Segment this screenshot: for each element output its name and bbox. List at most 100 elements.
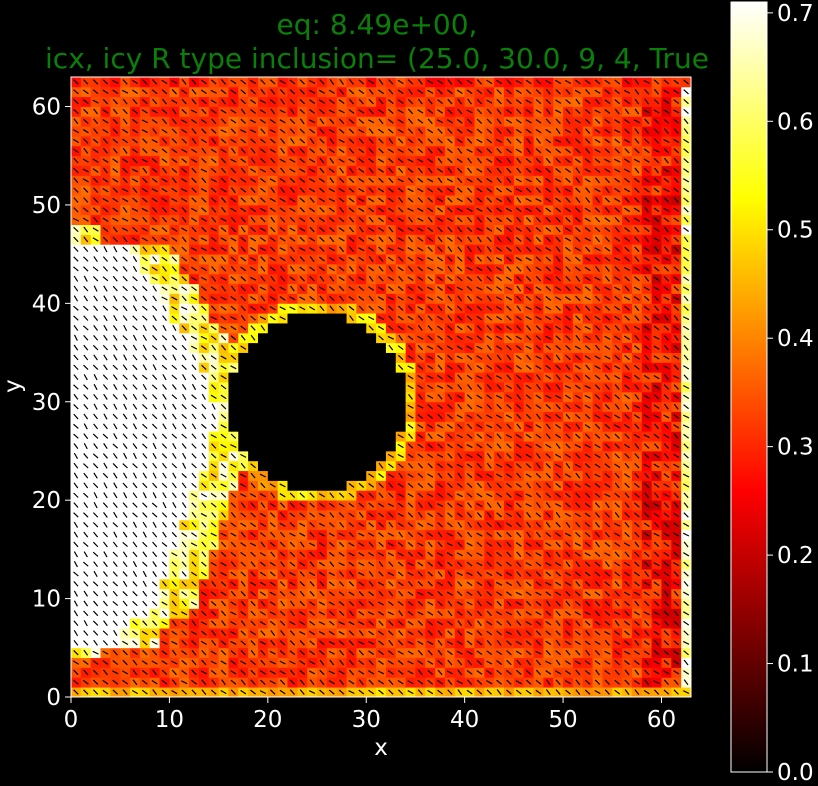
vector-glyph: [299, 590, 305, 597]
vector-glyph: [397, 620, 404, 626]
vector-glyph: [574, 630, 581, 636]
vector-glyph: [171, 581, 177, 587]
vector-glyph: [427, 660, 434, 665]
heatmap-cell: [385, 401, 397, 412]
vector-glyph: [171, 649, 177, 656]
vector-glyph: [132, 590, 138, 597]
heatmap-cell: [376, 421, 387, 432]
vector-glyph: [220, 610, 227, 617]
heatmap-cell: [307, 460, 318, 472]
vector-glyph: [190, 631, 198, 636]
vector-glyph: [476, 541, 483, 548]
vector-glyph: [181, 541, 187, 548]
vector-glyph: [151, 611, 158, 616]
vector-glyph: [191, 669, 197, 676]
vector-glyph: [220, 562, 227, 567]
vector-glyph: [113, 630, 118, 637]
vector-glyph: [250, 630, 257, 636]
heatmap-cell: [395, 372, 406, 383]
vector-glyph: [594, 600, 601, 607]
vector-glyph: [555, 639, 561, 646]
heatmap-cell: [248, 401, 259, 412]
vector-glyph: [368, 571, 374, 577]
heatmap-cell: [317, 332, 328, 344]
vector-glyph: [368, 611, 375, 616]
vector-glyph: [388, 679, 394, 686]
vector-glyph: [407, 630, 414, 636]
vector-glyph: [142, 580, 147, 587]
heatmap-cell: [356, 391, 367, 403]
vector-glyph: [161, 551, 168, 558]
vector-glyph: [476, 630, 483, 636]
heatmap-cell: [277, 391, 288, 403]
heatmap-cell: [336, 441, 347, 452]
vector-glyph: [604, 660, 611, 665]
vector-glyph: [623, 561, 631, 567]
vector-glyph: [122, 551, 128, 558]
vector-glyph: [201, 689, 207, 695]
vector-glyph: [437, 610, 443, 617]
vector-glyph: [397, 601, 404, 606]
vector-glyph: [201, 610, 207, 617]
heatmap-cell: [287, 480, 298, 491]
vector-glyph: [132, 561, 138, 568]
vector-glyph: [506, 669, 512, 675]
vector-glyph: [446, 670, 454, 675]
vector-glyph: [515, 542, 522, 547]
vector-glyph: [289, 621, 296, 626]
vector-glyph: [289, 660, 296, 665]
heatmap-cell: [317, 352, 328, 363]
heatmap-cell: [307, 372, 318, 383]
vector-glyph: [683, 580, 689, 587]
vector-glyph: [92, 551, 99, 557]
vector-glyph: [309, 620, 316, 626]
vector-glyph: [190, 601, 198, 606]
heatmap-cell: [317, 391, 328, 403]
vector-glyph: [368, 650, 375, 656]
heatmap-cell: [317, 323, 328, 334]
vector-glyph: [328, 581, 335, 587]
vector-glyph: [417, 600, 424, 607]
heatmap-cell: [277, 342, 288, 353]
vector-glyph: [575, 689, 581, 695]
vector-glyph: [565, 551, 571, 558]
vector-glyph: [259, 581, 266, 586]
heatmap-cell: [395, 411, 406, 422]
vector-glyph: [584, 669, 591, 675]
vector-glyph: [683, 571, 689, 577]
heatmap-cell: [307, 431, 318, 442]
vector-glyph: [83, 640, 89, 646]
heatmap-cell: [248, 411, 259, 422]
vector-glyph: [387, 650, 394, 656]
vector-glyph: [437, 639, 443, 646]
heatmap-cell: [277, 470, 288, 481]
vector-glyph: [309, 679, 315, 686]
vector-glyph: [348, 600, 355, 607]
vector-glyph: [191, 640, 197, 646]
heatmap-cell: [267, 441, 279, 452]
heatmap-cell: [267, 382, 279, 393]
heatmap-cell: [356, 323, 367, 334]
vector-glyph: [279, 581, 286, 587]
vector-glyph: [210, 650, 217, 655]
vector-glyph: [515, 689, 522, 695]
vector-glyph: [93, 570, 98, 578]
vector-glyph: [73, 580, 79, 587]
vector-glyph: [318, 611, 326, 616]
vector-glyph: [437, 679, 444, 685]
vector-glyph: [585, 649, 591, 656]
heatmap-cell: [317, 431, 328, 442]
vector-glyph: [368, 561, 375, 567]
vector-glyph: [103, 551, 108, 558]
vector-glyph: [545, 670, 552, 675]
heatmap-cell: [257, 411, 269, 422]
vector-glyph: [555, 659, 561, 666]
heatmap-cell: [277, 352, 288, 363]
vector-glyph: [486, 640, 492, 646]
heatmap-cell: [287, 391, 298, 403]
vector-glyph: [466, 601, 473, 606]
heatmap-cell: [297, 332, 308, 344]
vector-glyph: [161, 610, 168, 617]
vector-glyph: [73, 571, 79, 577]
